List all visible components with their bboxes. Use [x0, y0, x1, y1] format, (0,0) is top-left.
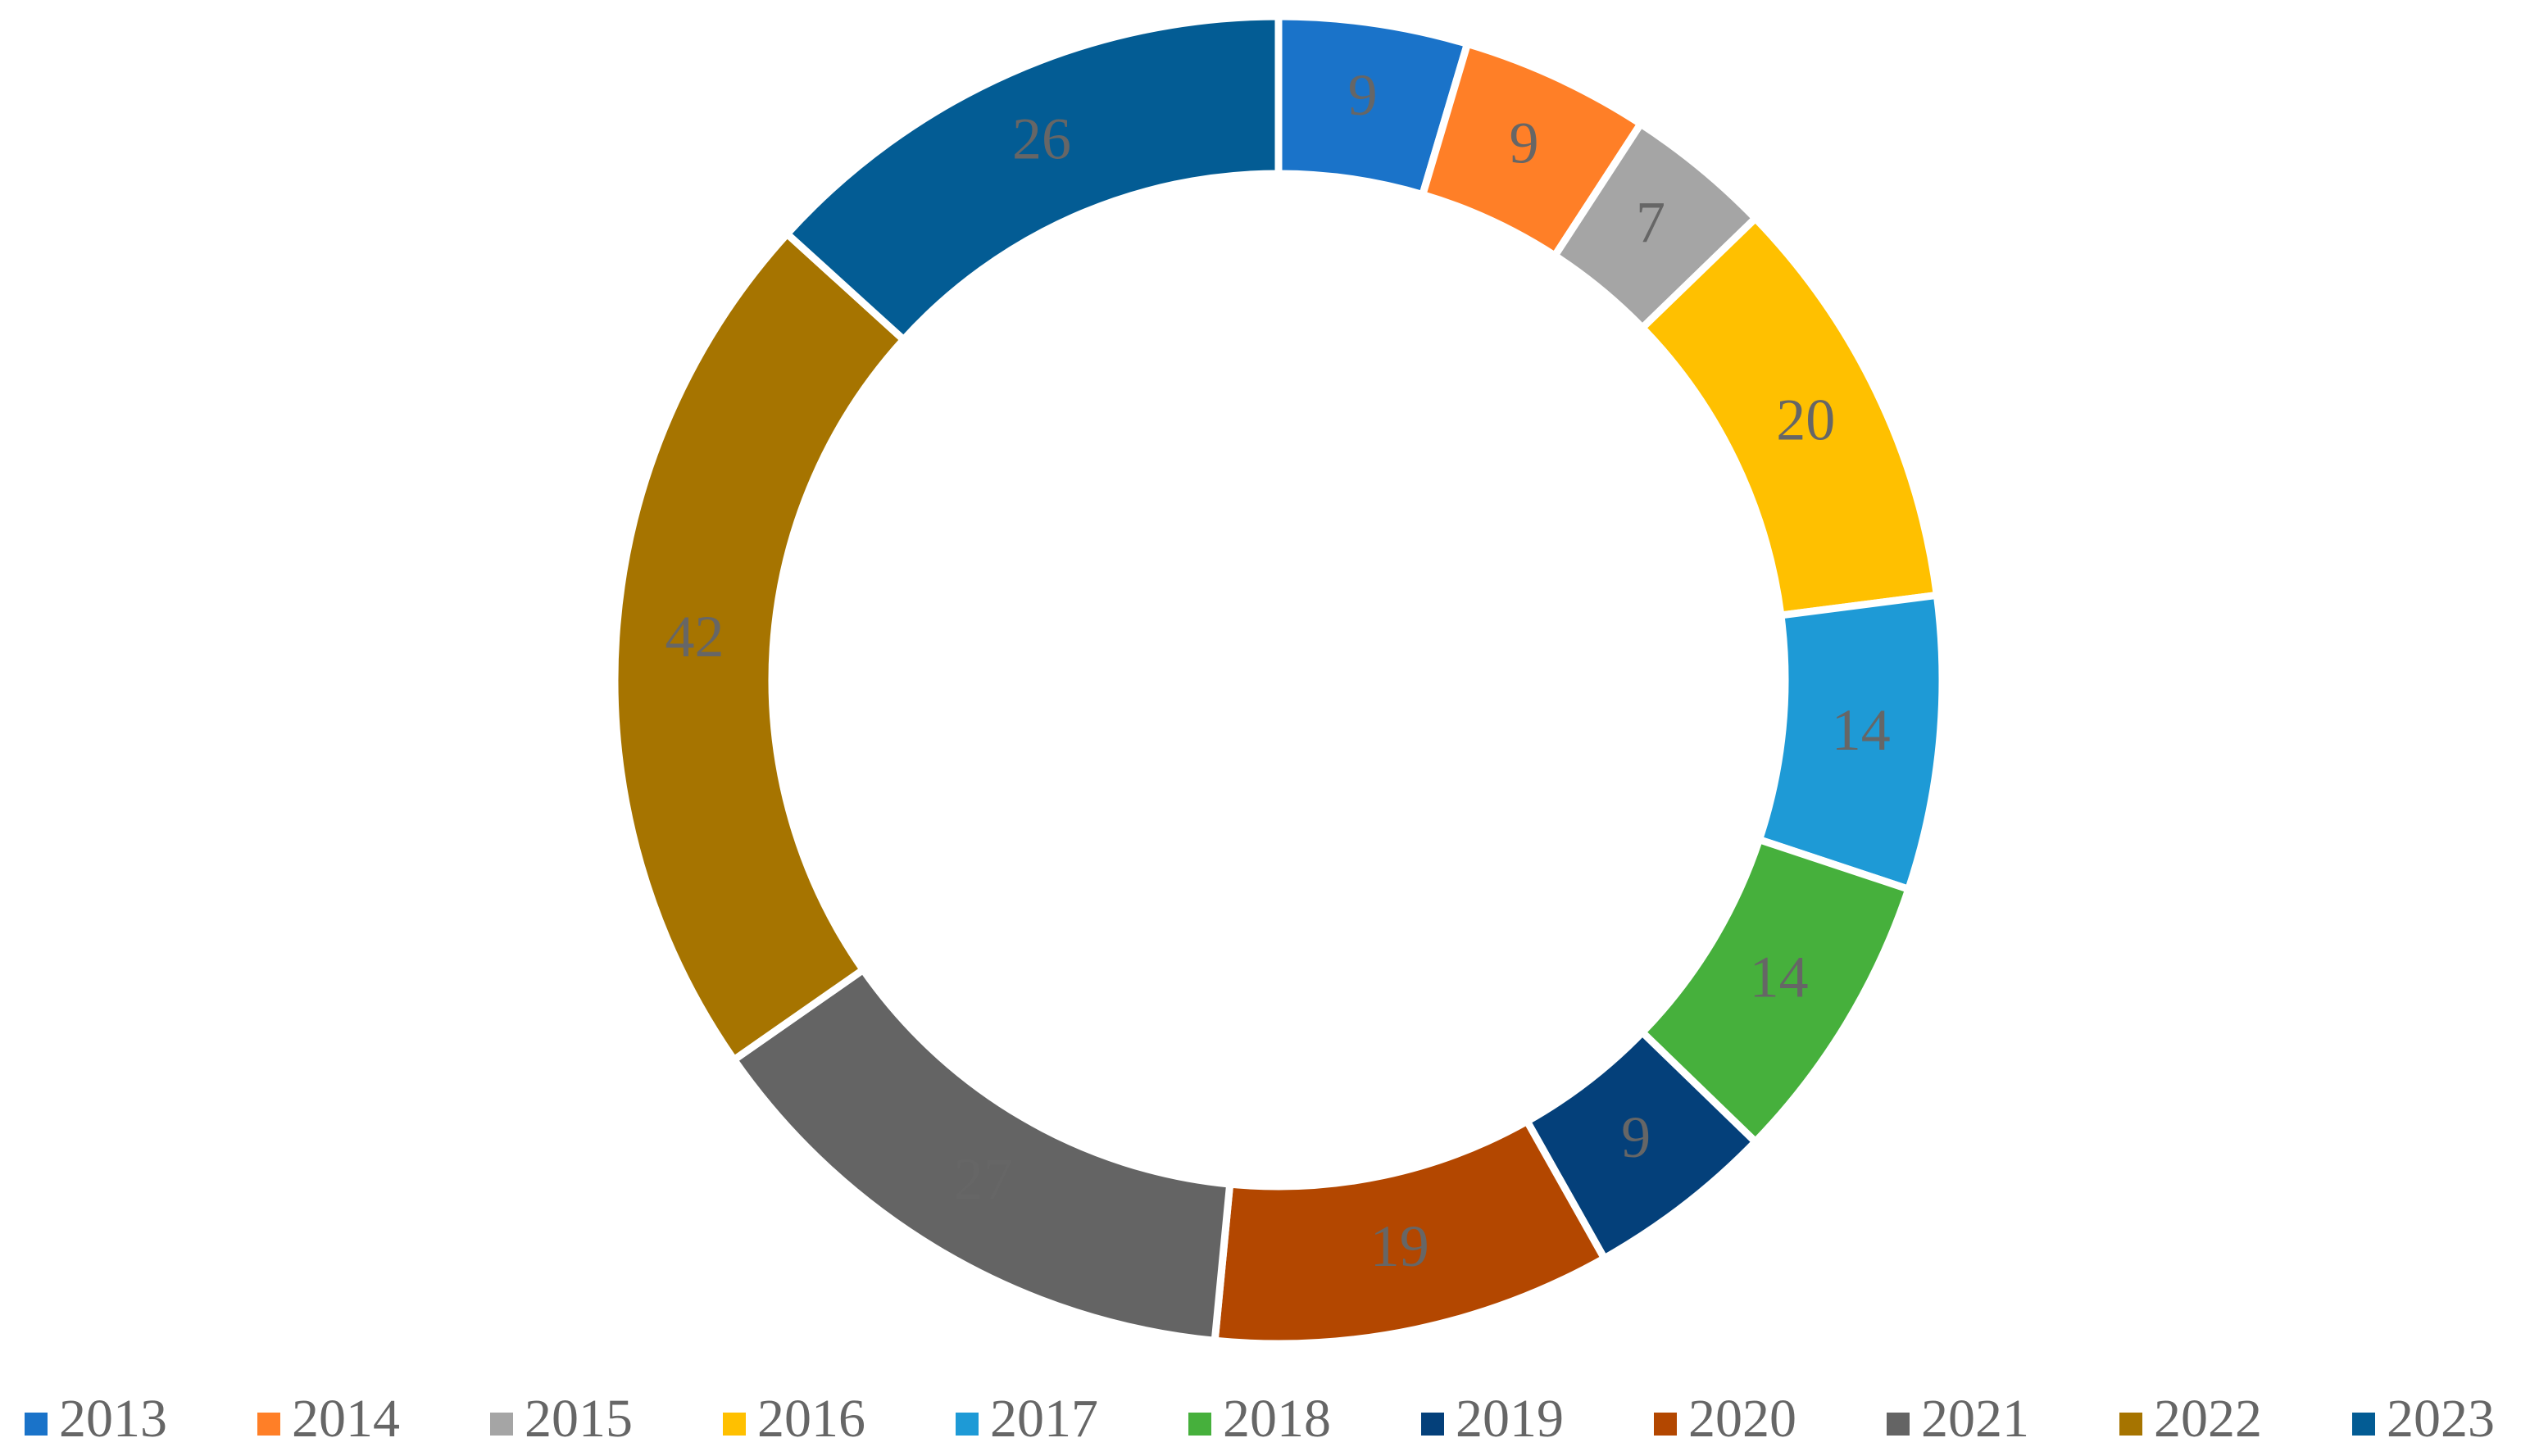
legend-label: 2023: [2387, 1389, 2495, 1449]
legend-marker: [1188, 1413, 1211, 1436]
data-label: 14: [1750, 945, 1809, 1010]
legend-label: 2019: [1456, 1389, 1564, 1449]
legend-label: 2022: [2154, 1389, 2262, 1449]
legend-label: 2013: [59, 1389, 167, 1449]
legend-marker: [1887, 1413, 1910, 1436]
legend-marker: [1654, 1413, 1677, 1436]
legend-marker: [2352, 1413, 2375, 1436]
data-label: 14: [1832, 697, 1891, 763]
legend-label: 2017: [990, 1389, 1098, 1449]
data-label: 7: [1636, 189, 1665, 255]
data-label: 19: [1370, 1213, 1429, 1279]
legend-label: 2021: [1921, 1389, 2029, 1449]
data-label: 27: [954, 1146, 1013, 1212]
data-label: 26: [1012, 107, 1071, 172]
legend-label: 2014: [292, 1389, 400, 1449]
donut-segment: [782, 12, 1283, 345]
data-label: 9: [1509, 110, 1538, 175]
data-label: 9: [1348, 62, 1378, 128]
data-label: 20: [1776, 388, 1835, 453]
legend-label: 2016: [757, 1389, 865, 1449]
legend-marker: [956, 1413, 979, 1436]
legend-label: 2018: [1223, 1389, 1331, 1449]
legend-label: 2020: [1688, 1389, 1796, 1449]
legend-marker: [723, 1413, 746, 1436]
legend-marker: [490, 1413, 513, 1436]
legend-marker: [2119, 1413, 2142, 1436]
legend-label: 2015: [525, 1389, 633, 1449]
data-label: 42: [665, 604, 724, 669]
legend-marker: [257, 1413, 280, 1436]
donut-segment: [611, 229, 909, 1065]
data-label: 9: [1621, 1104, 1651, 1170]
legend-marker: [1421, 1413, 1444, 1436]
legend-marker: [25, 1413, 48, 1436]
